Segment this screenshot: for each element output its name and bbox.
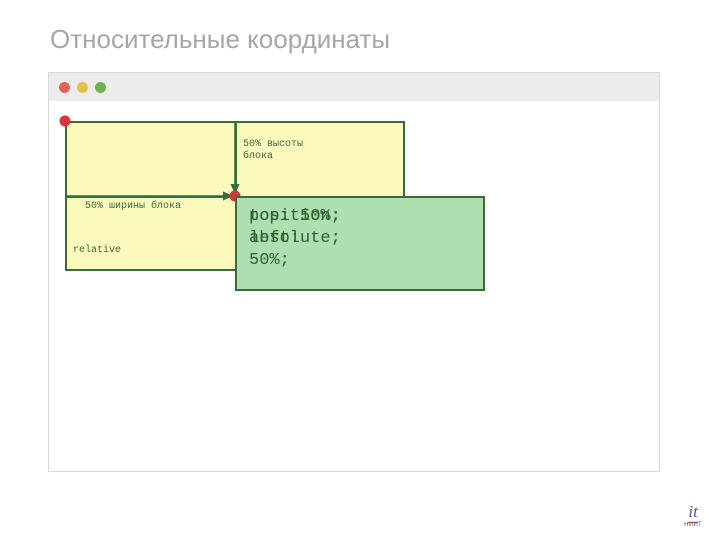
width-label: 50% ширины блока [85, 201, 181, 213]
maximize-icon[interactable] [95, 82, 106, 93]
slide-title: Относительные координаты [50, 24, 390, 55]
window-titlebar [49, 73, 659, 101]
code-box-front: top: 50%; left: 50%; [235, 196, 485, 291]
diagram: 50% ширины блока 50% высоты блока relati… [49, 101, 659, 471]
relative-label: relative [73, 245, 121, 257]
logo: it НИИТ [684, 503, 702, 528]
minimize-icon[interactable] [77, 82, 88, 93]
logo-it: it [684, 503, 702, 520]
height-label: 50% высоты блока [243, 139, 303, 163]
origin-dot-icon [60, 116, 71, 127]
close-icon[interactable] [59, 82, 70, 93]
browser-window: 50% ширины блока 50% высоты блока relati… [48, 72, 660, 472]
logo-sub: НИИТ [684, 522, 702, 528]
